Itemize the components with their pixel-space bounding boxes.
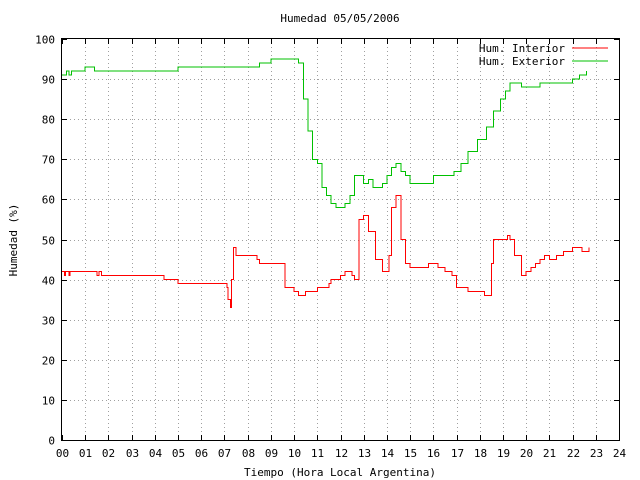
y-tick-label: 80 bbox=[42, 114, 55, 127]
y-axis-label: Humedad (%) bbox=[7, 204, 20, 277]
x-tick-label: 00 bbox=[56, 447, 69, 460]
grid bbox=[62, 39, 619, 440]
x-tick-label: 20 bbox=[520, 447, 533, 460]
x-tick-label: 16 bbox=[427, 447, 440, 460]
legend-label: Hum. Interior bbox=[479, 42, 565, 55]
x-tick-label: 04 bbox=[149, 447, 163, 460]
x-tick-label: 12 bbox=[335, 447, 348, 460]
x-axis-label: Tiempo (Hora Local Argentina) bbox=[244, 466, 436, 479]
series-line-interior bbox=[62, 194, 590, 309]
x-tick-label: 10 bbox=[288, 447, 301, 460]
x-tick-label: 22 bbox=[567, 447, 580, 460]
x-tick-label: 09 bbox=[265, 447, 278, 460]
x-tick-label: 08 bbox=[242, 447, 255, 460]
y-axis-ticks: 0 10 20 30 40 50 60 70 80 90 100 bbox=[35, 34, 619, 448]
chart-title: Humedad 05/05/2006 bbox=[280, 12, 399, 25]
y-tick-label: 50 bbox=[42, 235, 55, 248]
x-tick-label: 18 bbox=[474, 447, 487, 460]
plot-frame bbox=[61, 38, 620, 441]
x-tick-label: 14 bbox=[381, 447, 395, 460]
y-tick-label: 0 bbox=[48, 435, 55, 448]
y-tick-label: 90 bbox=[42, 74, 55, 87]
legend-label: Hum. Exterior bbox=[479, 55, 565, 68]
series-line-exterior bbox=[62, 58, 587, 208]
x-tick-label: 21 bbox=[543, 447, 556, 460]
y-tick-label: 20 bbox=[42, 355, 55, 368]
x-tick-label: 13 bbox=[358, 447, 371, 460]
x-tick-label: 17 bbox=[451, 447, 464, 460]
x-tick-label: 15 bbox=[404, 447, 417, 460]
x-tick-label: 19 bbox=[497, 447, 510, 460]
x-tick-label: 24 bbox=[613, 447, 627, 460]
x-tick-label: 05 bbox=[172, 447, 185, 460]
x-tick-label: 06 bbox=[195, 447, 208, 460]
series-layer bbox=[62, 58, 590, 309]
y-tick-label: 100 bbox=[35, 34, 55, 47]
x-tick-label: 03 bbox=[126, 447, 139, 460]
y-tick-label: 60 bbox=[42, 194, 55, 207]
y-tick-label: 70 bbox=[42, 154, 55, 167]
x-tick-label: 02 bbox=[102, 447, 115, 460]
y-tick-label: 30 bbox=[42, 315, 55, 328]
y-tick-label: 40 bbox=[42, 275, 55, 288]
x-tick-label: 23 bbox=[590, 447, 603, 460]
x-tick-label: 11 bbox=[311, 447, 324, 460]
x-tick-label: 01 bbox=[79, 447, 92, 460]
x-axis-ticks: 00 01 02 03 04 05 06 07 08 09 10 11 12 13 14 15 16 17 18 19… bbox=[56, 39, 627, 460]
x-tick-label: 07 bbox=[218, 447, 231, 460]
y-tick-label: 10 bbox=[42, 395, 55, 408]
